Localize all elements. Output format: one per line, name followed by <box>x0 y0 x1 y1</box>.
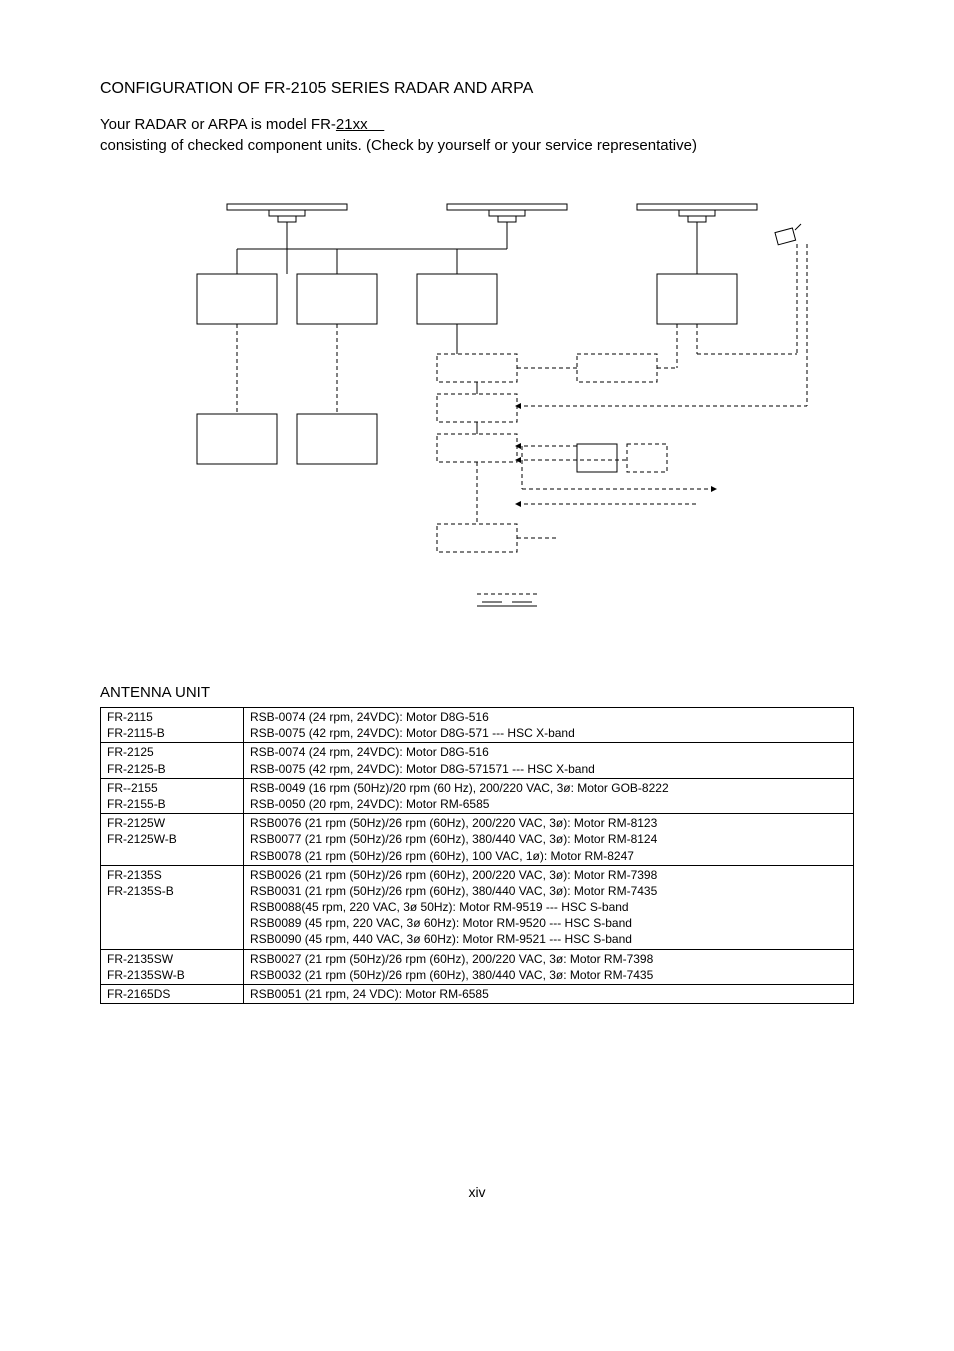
model-cell: FR-2115FR-2115-B <box>101 708 244 743</box>
desc-cell: RSB-0074 (24 rpm, 24VDC): Motor D8G-516R… <box>244 743 854 778</box>
model-cell: FR-2135SWFR-2135SW-B <box>101 949 244 984</box>
model-cell: FR-2125WFR-2125W-B <box>101 814 244 866</box>
description-line: consisting of checked component units. (… <box>100 137 854 154</box>
model-cell: FR--2155FR-2155-B <box>101 778 244 813</box>
desc-cell: RSB0051 (21 rpm, 24 VDC): Motor RM-6585 <box>244 985 854 1004</box>
desc-cell: RSB0027 (21 rpm (50Hz)/26 rpm (60Hz), 20… <box>244 949 854 984</box>
table-row: FR-2165DSRSB0051 (21 rpm, 24 VDC): Motor… <box>101 985 854 1004</box>
table-row: FR-2125FR-2125-BRSB-0074 (24 rpm, 24VDC)… <box>101 743 854 778</box>
antenna-table: FR-2115FR-2115-BRSB-0074 (24 rpm, 24VDC)… <box>100 707 854 1004</box>
model-line: Your RADAR or ARPA is model FR-21xx <box>100 116 854 133</box>
page-title: CONFIGURATION OF FR-2105 SERIES RADAR AN… <box>100 80 854 98</box>
desc-cell: RSB-0049 (16 rpm (50Hz)/20 rpm (60 Hz), … <box>244 778 854 813</box>
model-value: 21xx <box>336 116 384 133</box>
model-cell: FR-2165DS <box>101 985 244 1004</box>
block-diagram <box>100 194 854 634</box>
model-cell: FR-2135SFR-2135S-B <box>101 865 244 949</box>
table-row: FR-2115FR-2115-BRSB-0074 (24 rpm, 24VDC)… <box>101 708 854 743</box>
model-prefix: Your RADAR or ARPA is model FR- <box>100 116 336 133</box>
table-row: FR-2135SWFR-2135SW-BRSB0027 (21 rpm (50H… <box>101 949 854 984</box>
desc-cell: RSB-0074 (24 rpm, 24VDC): Motor D8G-516R… <box>244 708 854 743</box>
desc-cell: RSB0076 (21 rpm (50Hz)/26 rpm (60Hz), 20… <box>244 814 854 866</box>
page-number: xiv <box>100 1184 854 1200</box>
model-cell: FR-2125FR-2125-B <box>101 743 244 778</box>
antenna-section-head: ANTENNA UNIT <box>100 684 854 701</box>
table-row: FR--2155FR-2155-BRSB-0049 (16 rpm (50Hz)… <box>101 778 854 813</box>
table-row: FR-2125WFR-2125W-BRSB0076 (21 rpm (50Hz)… <box>101 814 854 866</box>
table-row: FR-2135SFR-2135S-BRSB0026 (21 rpm (50Hz)… <box>101 865 854 949</box>
desc-cell: RSB0026 (21 rpm (50Hz)/26 rpm (60Hz), 20… <box>244 865 854 949</box>
